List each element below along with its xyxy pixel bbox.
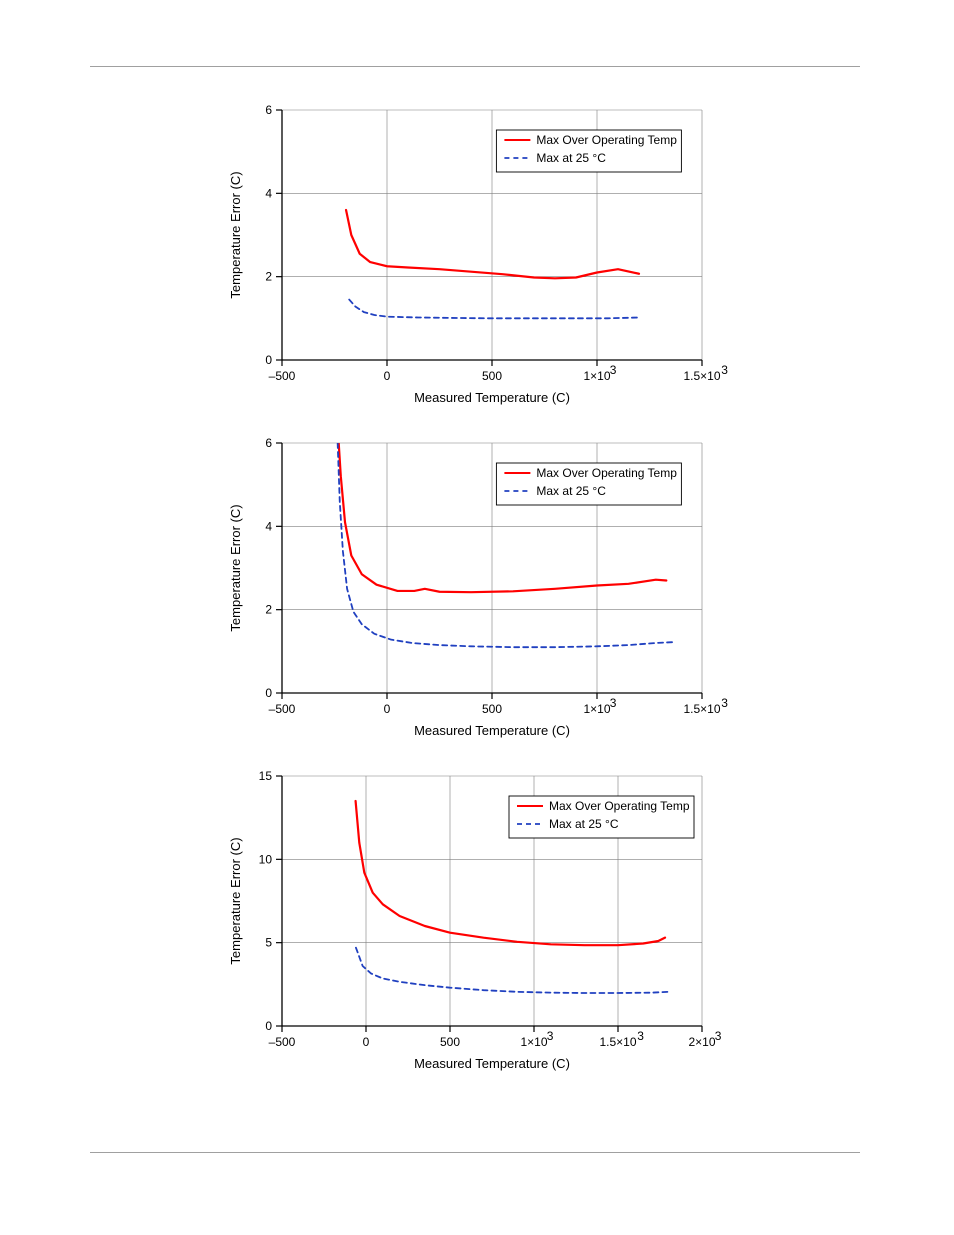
page: –50005001×1031.5×1030246Measured Tempera… <box>0 0 954 1235</box>
legend-label: Max at 25 °C <box>549 817 619 831</box>
x-tick-label: –500 <box>269 1035 296 1049</box>
legend-label: Max Over Operating Temp <box>536 133 677 147</box>
x-axis-label: Measured Temperature (C) <box>414 1056 570 1071</box>
x-tick-label: 0 <box>384 702 391 716</box>
x-tick-label: 1×10 <box>520 1035 547 1049</box>
y-tick-label: 0 <box>265 1019 272 1033</box>
y-tick-label: 0 <box>265 686 272 700</box>
chart-1: –50005001×1031.5×1030246Measured Tempera… <box>222 100 732 415</box>
y-tick-label: 2 <box>265 270 272 284</box>
footer-rule <box>90 1152 860 1153</box>
x-tick-exp: 3 <box>721 363 728 377</box>
x-tick-exp: 3 <box>715 1029 722 1043</box>
y-tick-label: 2 <box>265 603 272 617</box>
x-tick-label: –500 <box>269 702 296 716</box>
x-tick-label: –500 <box>269 369 296 383</box>
y-tick-label: 6 <box>265 103 272 117</box>
charts-container: –50005001×1031.5×1030246Measured Tempera… <box>0 100 954 1099</box>
x-tick-exp: 3 <box>610 696 617 710</box>
y-tick-label: 15 <box>259 769 273 783</box>
legend-label: Max at 25 °C <box>536 484 606 498</box>
x-tick-label: 1.5×10 <box>683 369 720 383</box>
x-tick-label: 500 <box>482 369 502 383</box>
y-tick-label: 5 <box>265 936 272 950</box>
chart-wrapper: –50005001×1031.5×1030246Measured Tempera… <box>222 100 732 415</box>
y-axis-label: Temperature Error (C) <box>228 837 243 964</box>
legend-label: Max at 25 °C <box>536 151 606 165</box>
y-tick-label: 4 <box>265 519 272 533</box>
chart-wrapper: –50005001×1031.5×1032×103051015Measured … <box>222 766 732 1081</box>
legend-label: Max Over Operating Temp <box>549 799 690 813</box>
x-tick-label: 0 <box>363 1035 370 1049</box>
y-tick-label: 6 <box>265 436 272 450</box>
y-tick-label: 10 <box>259 852 273 866</box>
series-max-25c <box>356 948 668 993</box>
x-tick-exp: 3 <box>610 363 617 377</box>
x-tick-label: 1×10 <box>583 369 610 383</box>
x-tick-exp: 3 <box>721 696 728 710</box>
series-max-over-op <box>346 210 639 278</box>
x-tick-exp: 3 <box>637 1029 644 1043</box>
header-rule <box>90 66 860 67</box>
x-axis-label: Measured Temperature (C) <box>414 390 570 405</box>
x-tick-label: 0 <box>384 369 391 383</box>
y-axis-label: Temperature Error (C) <box>228 504 243 631</box>
y-axis-label: Temperature Error (C) <box>228 171 243 298</box>
x-tick-label: 500 <box>440 1035 460 1049</box>
x-tick-label: 1×10 <box>583 702 610 716</box>
y-tick-label: 4 <box>265 186 272 200</box>
legend-label: Max Over Operating Temp <box>536 466 677 480</box>
x-tick-label: 1.5×10 <box>599 1035 636 1049</box>
x-tick-label: 1.5×10 <box>683 702 720 716</box>
series-max-25c <box>349 300 639 319</box>
chart-3: –50005001×1031.5×1032×103051015Measured … <box>222 766 732 1081</box>
chart-wrapper: –50005001×1031.5×1030246Measured Tempera… <box>222 433 732 748</box>
chart-2: –50005001×1031.5×1030246Measured Tempera… <box>222 433 732 748</box>
x-tick-label: 2×10 <box>688 1035 715 1049</box>
x-axis-label: Measured Temperature (C) <box>414 723 570 738</box>
x-tick-label: 500 <box>482 702 502 716</box>
x-tick-exp: 3 <box>547 1029 554 1043</box>
y-tick-label: 0 <box>265 353 272 367</box>
